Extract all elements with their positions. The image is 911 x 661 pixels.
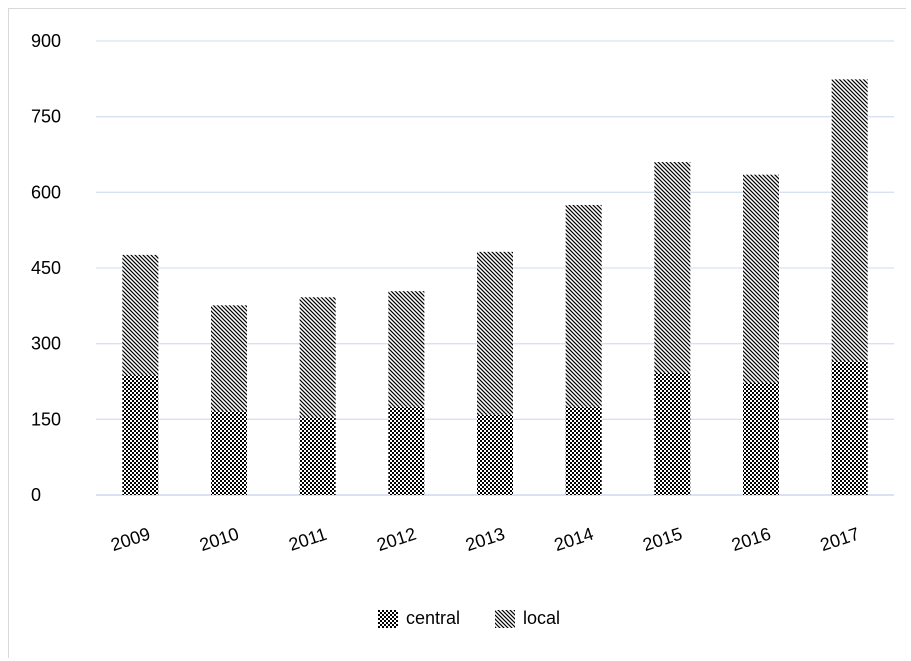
bar-central-2017 xyxy=(831,361,868,495)
legend-swatch-central xyxy=(378,610,398,628)
bar-local-2012 xyxy=(388,291,425,407)
x-tick-label: 2016 xyxy=(729,524,773,555)
bar-local-2017 xyxy=(831,79,868,362)
bar-local-2009 xyxy=(122,254,159,376)
x-tick-label: 2015 xyxy=(640,524,684,555)
bar-local-2013 xyxy=(477,251,513,415)
x-axis-ticks: 2009 2010 2011 2012 2013 2014 2015 2016 2017 xyxy=(108,524,862,555)
x-tick-label: 2017 xyxy=(818,524,862,555)
bar-central-2009 xyxy=(122,375,159,495)
bar-local-2011 xyxy=(299,297,336,418)
bar-local-2014 xyxy=(565,204,602,407)
x-tick-label: 2010 xyxy=(197,524,241,555)
chart-frame xyxy=(8,8,906,658)
x-tick-label: 2012 xyxy=(374,524,418,555)
legend-swatch-local xyxy=(495,610,515,628)
bar-central-2010 xyxy=(211,411,247,495)
y-tick-label: 300 xyxy=(31,334,61,354)
legend-item-local: local xyxy=(495,608,560,628)
y-tick-label: 150 xyxy=(31,409,61,429)
x-tick-label: 2011 xyxy=(286,524,329,555)
y-tick-label: 600 xyxy=(31,182,61,202)
bar-central-2014 xyxy=(565,406,602,495)
y-axis-ticks: 0 150 300 450 600 750 900 xyxy=(31,31,61,505)
bars xyxy=(122,79,868,495)
y-tick-label: 0 xyxy=(31,485,41,505)
y-tick-label: 900 xyxy=(31,31,61,51)
legend: central local xyxy=(378,608,560,628)
bar-local-2016 xyxy=(743,174,779,384)
legend-label: central xyxy=(406,608,460,628)
bar-central-2013 xyxy=(477,414,513,495)
y-tick-label: 750 xyxy=(31,107,61,127)
x-tick-label: 2009 xyxy=(108,524,152,555)
legend-item-central: central xyxy=(378,608,460,628)
bar-central-2016 xyxy=(743,383,779,495)
bar-central-2011 xyxy=(299,417,336,495)
x-tick-label: 2013 xyxy=(463,524,507,555)
y-tick-label: 450 xyxy=(31,258,61,278)
bar-local-2015 xyxy=(654,162,691,373)
legend-label: local xyxy=(523,608,560,628)
bar-local-2010 xyxy=(211,305,247,412)
x-tick-label: 2014 xyxy=(552,524,596,555)
bar-central-2012 xyxy=(388,406,425,495)
bar-central-2015 xyxy=(654,372,691,495)
